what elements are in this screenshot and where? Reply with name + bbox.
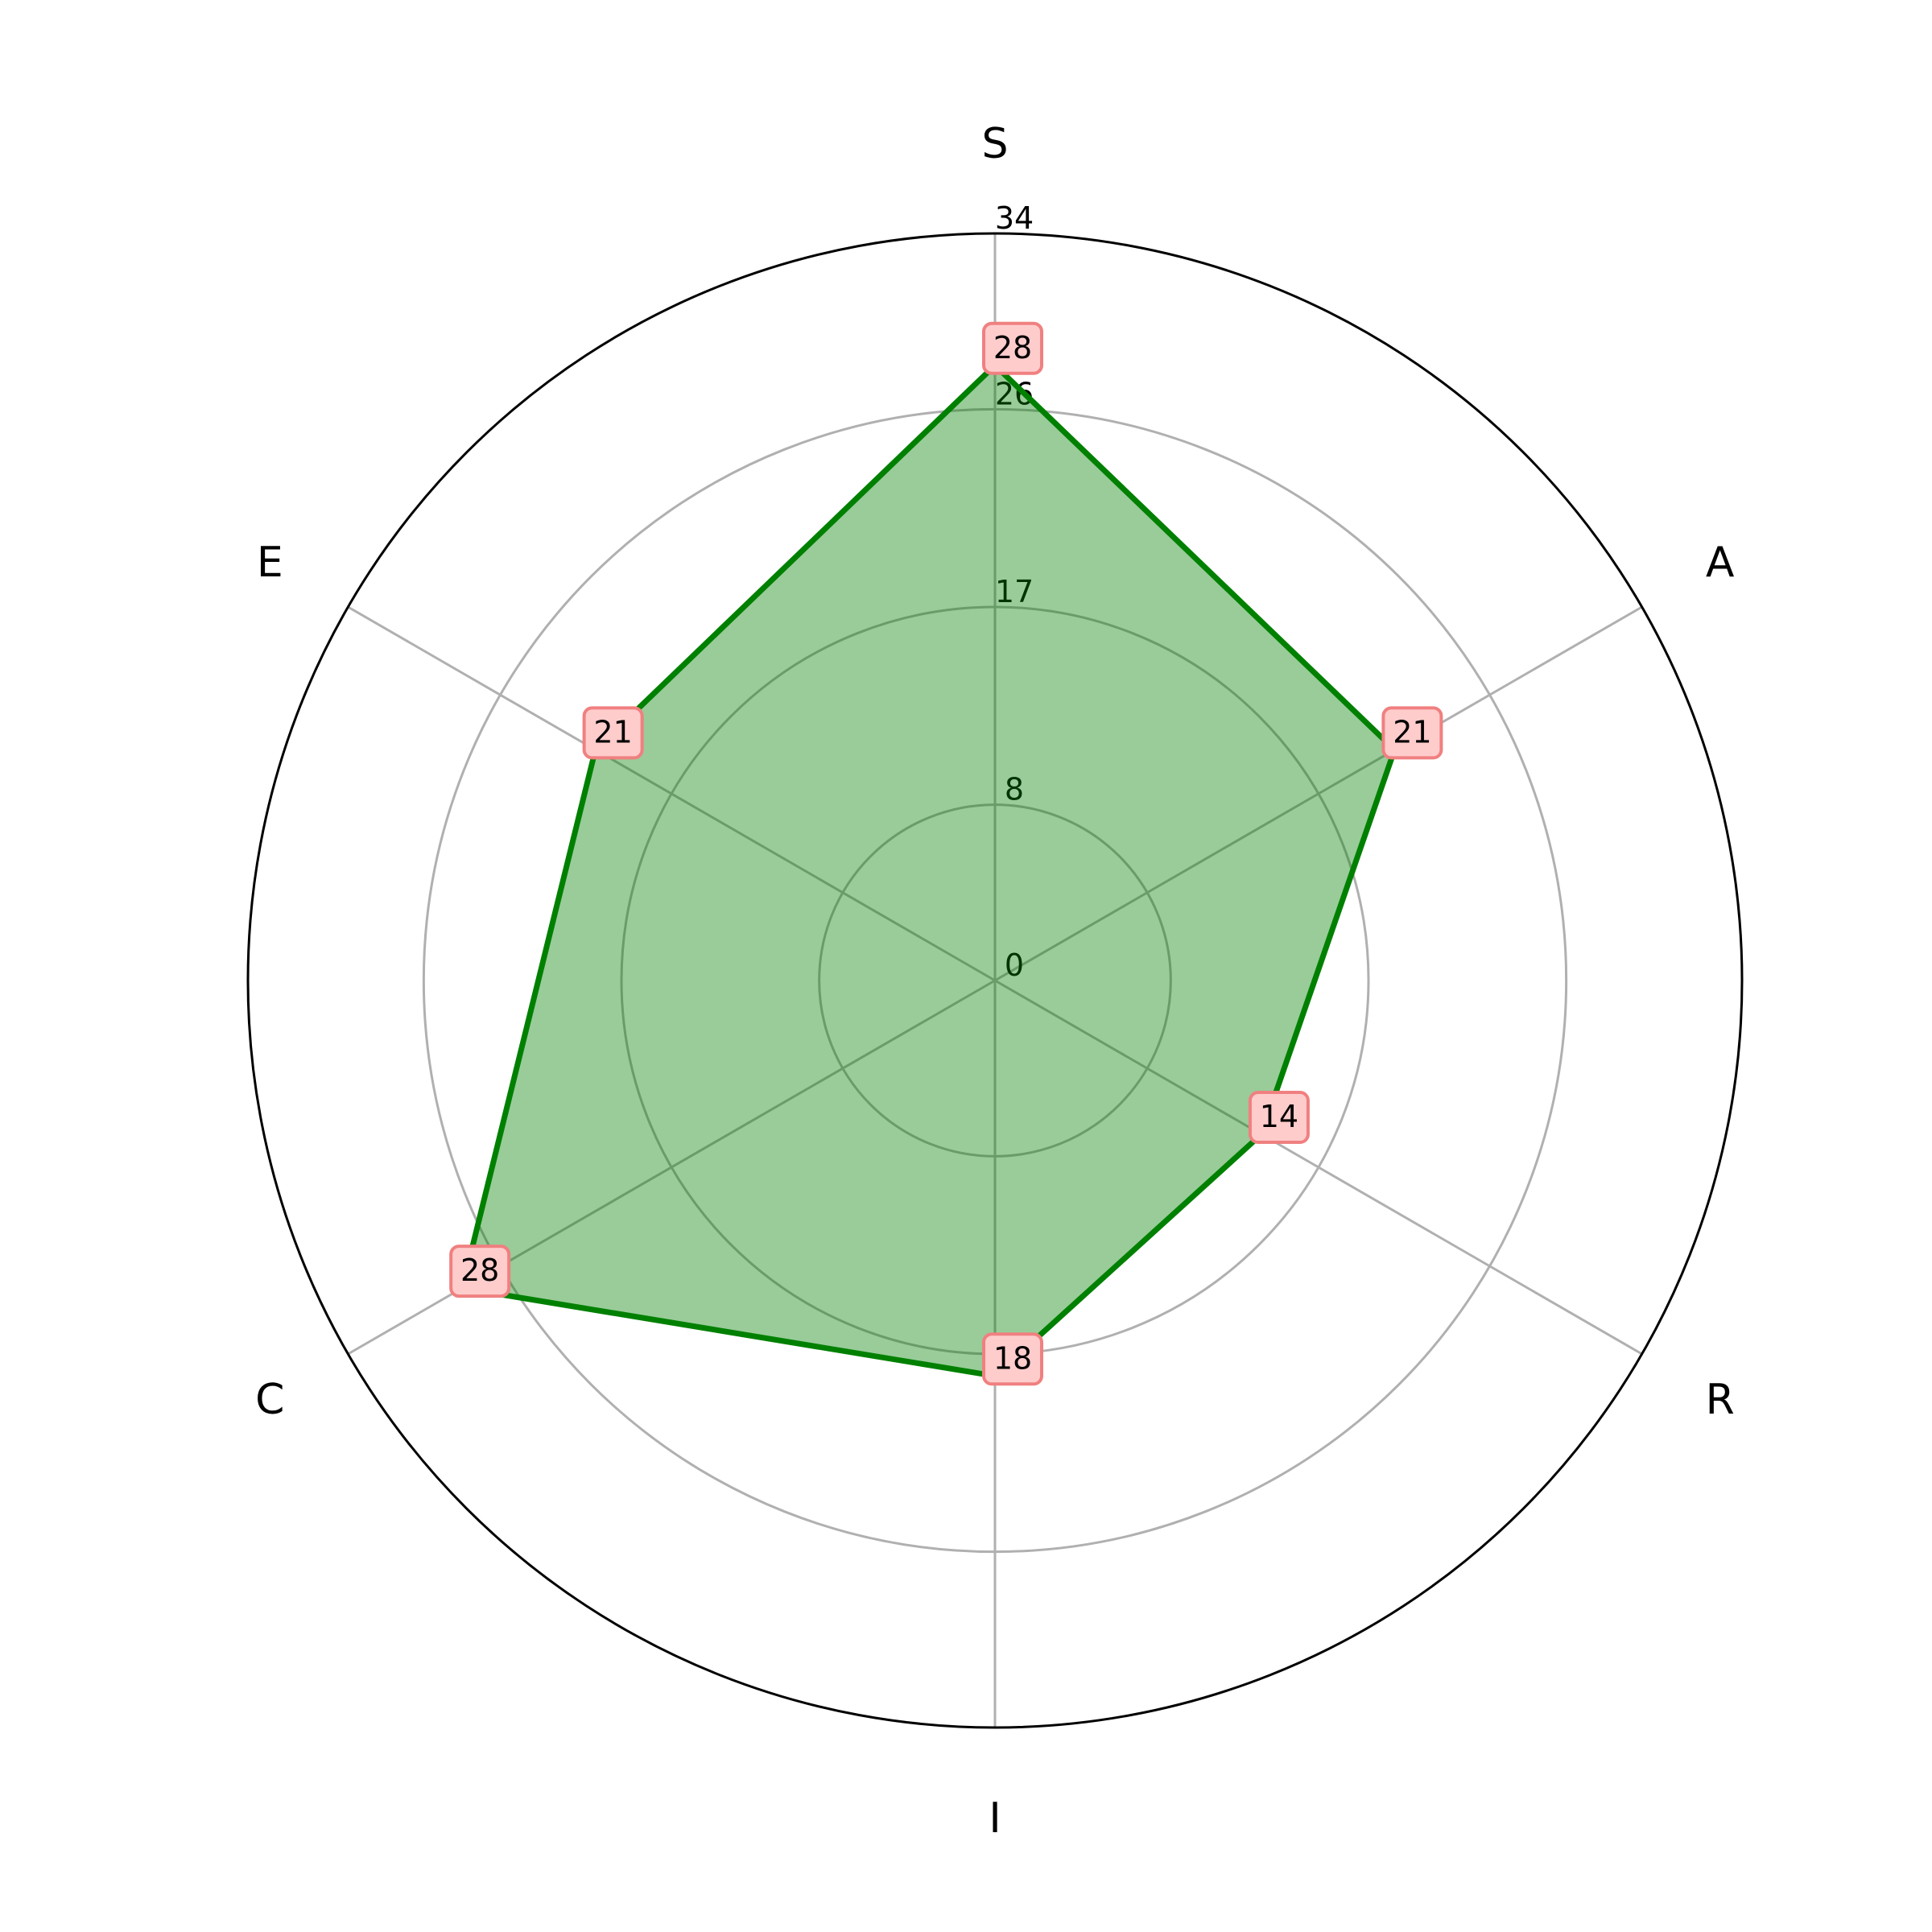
outer-ring bbox=[246, 232, 1744, 1729]
axis-labels: S A R I C E bbox=[255, 120, 1735, 1843]
data-label-text: 14 bbox=[1260, 1099, 1298, 1134]
axis-label-S: S bbox=[981, 120, 1008, 168]
data-label-box bbox=[582, 706, 644, 760]
data-label-text: 21 bbox=[1393, 714, 1431, 749]
axis-label-C: C bbox=[255, 1376, 284, 1424]
tick-label-34: 34 bbox=[995, 200, 1034, 236]
data-label-C: 28 bbox=[449, 1245, 511, 1298]
data-label-box bbox=[449, 1245, 511, 1298]
tick-label-17: 17 bbox=[995, 574, 1034, 609]
data-label-S: 28 bbox=[982, 321, 1043, 375]
data-label-R: 14 bbox=[1248, 1091, 1310, 1145]
axis-label-E: E bbox=[257, 539, 283, 587]
data-label-A: 21 bbox=[1381, 706, 1443, 760]
spoke-A bbox=[994, 605, 1643, 982]
data-label-text: 18 bbox=[993, 1340, 1032, 1376]
axis-label-A: A bbox=[1706, 539, 1735, 587]
axis-label-R: R bbox=[1706, 1376, 1735, 1424]
series-polygon bbox=[458, 361, 1398, 1380]
data-label-text: 21 bbox=[593, 714, 632, 749]
data-label-E: 21 bbox=[582, 706, 644, 760]
data-label-I: 18 bbox=[982, 1332, 1043, 1386]
spoke-R bbox=[994, 979, 1643, 1356]
data-label-box bbox=[982, 1332, 1043, 1386]
series-area bbox=[458, 361, 1398, 1380]
data-label-box bbox=[982, 321, 1043, 375]
data-label-text: 28 bbox=[460, 1253, 499, 1288]
data-labels: 28 21 14 18 28 21 bbox=[449, 321, 1443, 1386]
spoke-E bbox=[347, 605, 996, 982]
axis-label-I: I bbox=[989, 1794, 1001, 1843]
tick-label-8: 8 bbox=[1005, 772, 1024, 807]
tick-label-0: 0 bbox=[1005, 947, 1024, 983]
data-label-box bbox=[1248, 1091, 1310, 1145]
data-label-box bbox=[1381, 706, 1443, 760]
data-label-text: 28 bbox=[993, 330, 1032, 365]
